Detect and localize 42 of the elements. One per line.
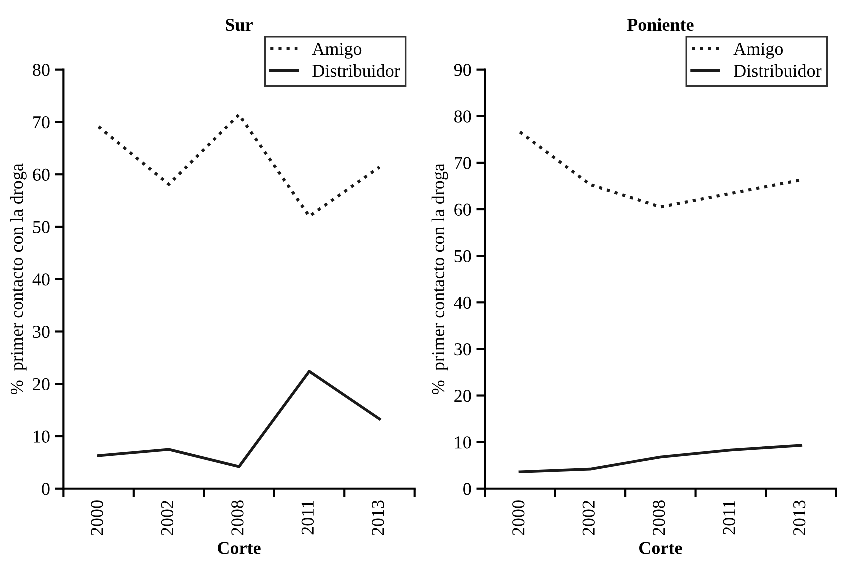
legend-label: Amigo [734, 43, 784, 59]
legend-label: Distribuidor [312, 64, 400, 78]
x-tick-label: 2002 [161, 500, 174, 536]
y-tick-label: 0 [42, 483, 50, 496]
line-series [97, 370, 382, 468]
y-tick-label: 80 [33, 64, 50, 76]
y-tick-label: 20 [33, 378, 50, 391]
x-tick-label: 2013 [372, 500, 384, 536]
y-tick-label: 20 [454, 390, 472, 402]
y-axis-title: % primer contacto con la droga [432, 164, 448, 395]
chart-title: Poniente [627, 18, 694, 32]
x-tick-label: 2008 [232, 500, 244, 536]
y-tick-label: 40 [32, 274, 50, 286]
y-tick-label: 90 [454, 64, 472, 76]
y-tick-label: 50 [33, 221, 50, 234]
y-tick-label: 40 [454, 296, 472, 310]
y-tick-label: 70 [455, 157, 472, 170]
y-tick-label: 70 [34, 116, 50, 129]
y-tick-label: 60 [454, 204, 472, 216]
y-tick-label: 30 [454, 343, 472, 356]
x-tick-label: 2013 [793, 500, 806, 536]
x-tick-label: 2008 [653, 500, 666, 536]
line-series [518, 444, 803, 474]
y-tick-label: 60 [33, 168, 50, 182]
y-tick-label: 50 [454, 250, 472, 263]
x-tick-label: 2000 [91, 500, 104, 536]
x-tick-label: 2002 [582, 500, 595, 536]
y-axis-title: % primer contacto con la droga [10, 164, 27, 395]
x-tick-label: 2011 [723, 501, 736, 535]
y-tick-label: 0 [464, 483, 472, 496]
y-tick-label: 30 [33, 326, 50, 338]
line-series [97, 113, 382, 218]
y-tick-label: 10 [34, 430, 50, 443]
y-tick-label: 10 [455, 436, 472, 449]
x-axis-title: Corte [218, 542, 261, 554]
y-tick-label: 80 [454, 110, 472, 123]
x-tick-label: 2011 [302, 501, 314, 535]
legend-label: Distribuidor [734, 64, 822, 78]
chart-title: Sur [226, 18, 253, 32]
x-axis-title: Corte [640, 542, 682, 554]
legend-label: Amigo [312, 43, 362, 59]
x-tick-label: 2000 [512, 500, 525, 536]
